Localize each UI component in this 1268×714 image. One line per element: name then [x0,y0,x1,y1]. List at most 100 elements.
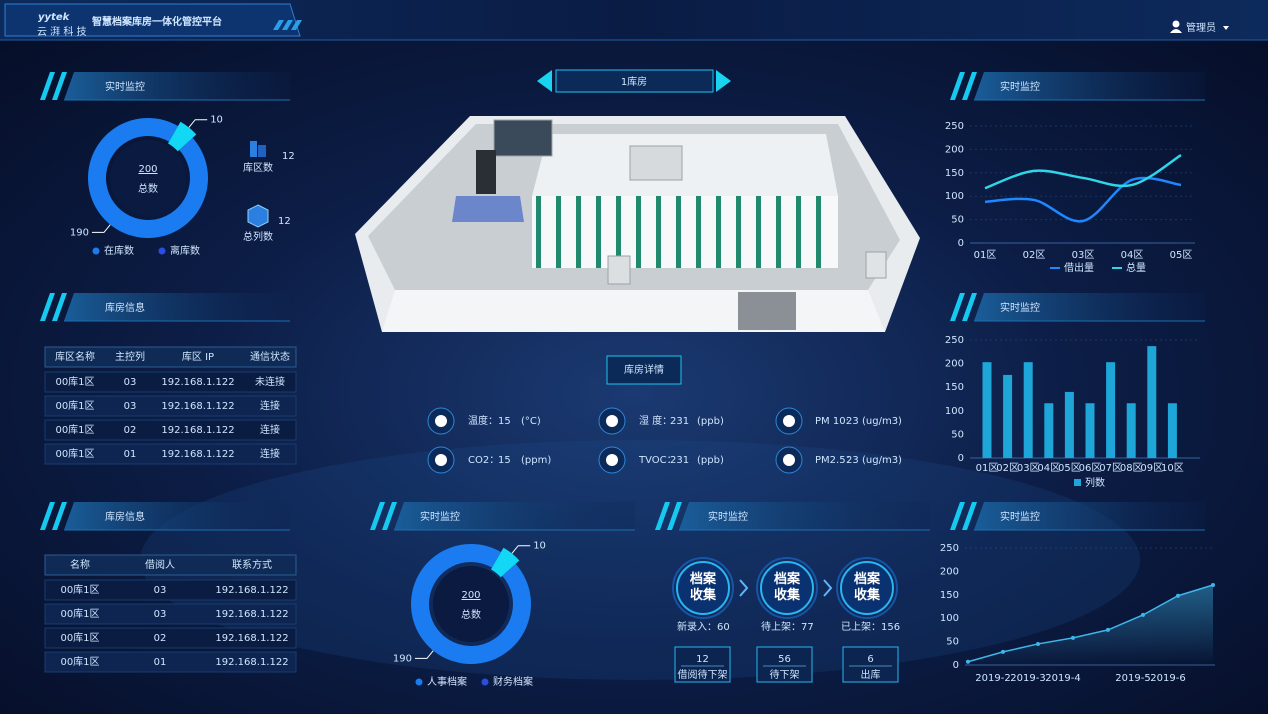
panel-title: 实时监控 [1000,510,1040,523]
table-row [44,371,297,393]
legend-label: 人事档案 [427,675,467,688]
flow-box-label: 出库 [861,668,881,681]
flow-box-label: 借阅待下架 [678,668,728,681]
panel-title: 库房信息 [105,301,145,314]
flow-label: 待上架： [761,620,801,633]
bar [1044,403,1054,458]
sensor-icon-core [783,454,795,466]
table-cell: 00库1区 [55,399,94,412]
line-point [1141,612,1145,617]
table-cell: 未连接 [255,375,285,388]
bar [1064,391,1074,458]
room-title: 1库房 [621,75,647,88]
donut-segment [491,547,520,578]
flow-ring [672,557,734,619]
y-tick-label: 0 [958,453,964,464]
header-stripe [962,293,977,321]
bar [1147,346,1157,458]
donut-value: 10 [210,115,223,126]
sensor-label: 湿 度： [639,414,672,427]
y-tick-label: 250 [945,335,964,346]
table-cell: 连接 [260,447,280,460]
flow-value: 77 [801,622,814,633]
bar [1106,362,1116,458]
table-cell: 03 [154,609,167,620]
sensor-label: CO2： [468,455,499,466]
sensor-value: 231 [670,455,689,466]
x-tick-label: 06区 [1079,462,1102,474]
donut-total: 200 [138,164,157,175]
x-tick-label: 04区 [1037,462,1060,474]
x-tick-label: 01区 [976,462,999,474]
y-tick-label: 200 [940,566,959,577]
user-icon-body[interactable] [1170,29,1182,33]
line-point [1106,627,1110,632]
legend-label: 离库数 [170,244,200,257]
table-header-cell: 库区 IP [182,350,214,363]
bar [1167,403,1177,458]
table-cell: 01 [154,657,167,668]
user-name[interactable]: 管理员 [1186,21,1216,34]
header-bar [974,502,1205,530]
header-stripe [962,72,977,100]
line-point [1001,649,1005,654]
floor-grate [738,292,796,330]
sensor-unit: (ppb) [697,455,724,466]
room-detail-label[interactable]: 库房详情 [624,363,664,376]
sensor-unit: (ug/m3) [862,455,902,466]
user-dropdown[interactable] [1223,26,1229,30]
bar [1003,374,1013,458]
stat-icon [258,145,266,157]
table-row [44,627,297,649]
stat-icon [250,141,257,157]
table-cell: 02 [154,633,167,644]
table-cell: 192.168.1.122 [161,449,234,460]
room-detail-button[interactable] [606,355,682,385]
stat-value: 12 [278,216,291,227]
table-cell: 192.168.1.122 [161,401,234,412]
table-cell: 02 [124,425,137,436]
table-cell: 192.168.1.122 [215,585,288,596]
header-stripe [950,502,965,530]
donut-segment [168,121,197,152]
table-cell: 03 [124,401,137,412]
shelf-tops [532,134,838,196]
x-tick-label: 02区 [996,462,1019,474]
flow-box [674,646,731,683]
flow-ring [756,557,818,619]
header-stripe [370,502,385,530]
x-tick-label: 02区 [1023,249,1046,261]
stat-icon [247,204,269,228]
legend-label: 在库数 [104,244,134,257]
sensor-value: 15 [498,455,511,466]
table-cell: 192.168.1.122 [215,657,288,668]
table-header-cell: 通信状态 [250,350,290,363]
sensor-value: 231 [670,416,689,427]
donut-leader [91,224,111,233]
legend-dot [158,247,166,255]
table-header-cell: 主控列 [115,350,145,363]
user-icon[interactable] [1172,20,1180,28]
logo-sub: 云 湃 科 技 [37,25,87,38]
header-bar [64,72,290,100]
glow [140,440,1140,680]
y-tick-label: 200 [945,144,964,155]
flow-circle [840,561,894,615]
table-header-cell: 名称 [70,558,90,571]
header-stripe [52,502,67,530]
flow-step-name: 档案收集 [853,572,880,603]
air-box [865,251,887,279]
x-tick-label: 03区 [1072,249,1095,261]
legend-label: 财务档案 [493,675,533,688]
sensor-value: 23 [846,416,859,427]
y-tick-label: 150 [945,382,964,393]
x-tick-label: 10区 [1161,462,1184,474]
table-cell: 192.168.1.122 [215,633,288,644]
room-next[interactable] [716,70,731,92]
room-prev[interactable] [537,70,552,92]
x-tick-label: 04区 [1121,249,1144,261]
bar [1085,403,1095,458]
header-stripe [667,502,682,530]
x-tick-label: 2019-4 [1045,673,1080,684]
